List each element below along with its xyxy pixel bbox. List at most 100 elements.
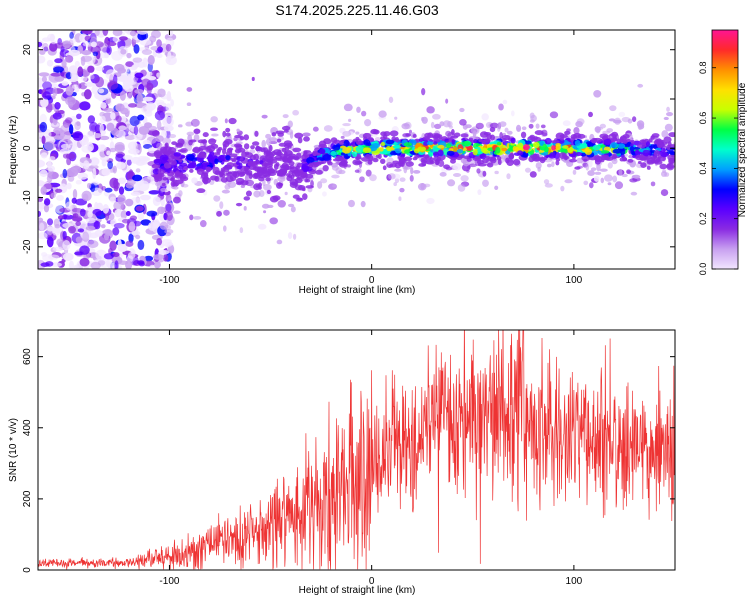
snr-y-axis: 0 200 400 600 (22, 348, 675, 573)
heatmap-cell (312, 126, 319, 132)
heatmap-cell (564, 130, 571, 135)
heatmap-cell (54, 102, 61, 110)
heatmap-cell (601, 156, 608, 161)
heatmap-cell (575, 120, 583, 128)
heatmap-cell (52, 87, 58, 97)
heatmap-cell (156, 237, 163, 246)
heatmap-cell (70, 68, 77, 80)
heatmap-cell (126, 52, 132, 59)
heatmap-cell (75, 179, 82, 185)
heatmap-cell (263, 210, 267, 214)
heatmap-cell (301, 163, 307, 170)
snr-x-axis: -100 0 100 (159, 330, 583, 587)
heatmap-cell (118, 125, 127, 131)
heatmap-cell (81, 49, 92, 56)
heatmap-cell (451, 139, 456, 145)
heatmap-cell (573, 126, 580, 135)
heatmap-cell (666, 163, 674, 169)
heatmap-cell (77, 172, 88, 180)
heatmap-cell (243, 196, 251, 201)
heatmap-cell (217, 154, 225, 162)
heatmap-cell (167, 244, 175, 254)
heatmap-cell (292, 233, 297, 240)
heatmap-cell (173, 210, 181, 215)
heatmap-cell (535, 123, 540, 129)
heatmap-cell (214, 158, 219, 165)
heatmap-cell (460, 175, 469, 182)
heatmap-cell (254, 130, 259, 137)
heatmap-cell (117, 177, 127, 184)
heatmap-cell (83, 266, 90, 269)
heatmap-cell (361, 156, 370, 162)
heatmap-cell (335, 167, 343, 175)
heatmap-cell (222, 143, 227, 151)
heatmap-cell (653, 156, 661, 164)
heatmap-cell (132, 57, 143, 63)
heatmap-cell (612, 175, 618, 183)
heatmap-cell (261, 203, 270, 209)
heatmap-cell (105, 98, 111, 105)
heatmap-cell (289, 181, 298, 188)
heatmap-cell (80, 56, 86, 66)
heatmap-cell (490, 156, 497, 164)
heatmap-cell (305, 185, 314, 189)
heatmap-cell (555, 157, 561, 162)
heatmap-cell (109, 147, 117, 153)
heatmap-cell (96, 202, 104, 211)
heatmap-cell (450, 129, 455, 136)
heatmap-cell (664, 123, 673, 132)
heatmap-cell (517, 142, 524, 149)
heatmap-cell (159, 154, 169, 162)
heatmap-cell (414, 155, 420, 159)
heatmap-cell (175, 170, 181, 178)
colorbar-tick-label: 0.4 (698, 162, 708, 175)
heatmap-cell (230, 157, 237, 161)
heatmap-cell (559, 134, 568, 139)
heatmap-cell (477, 189, 482, 196)
heatmap-cell (76, 121, 81, 127)
heatmap-cell (505, 157, 510, 164)
heatmap-cell (269, 217, 278, 225)
heatmap-cell (119, 36, 128, 41)
heatmap-cell (135, 168, 141, 173)
heatmap-cell (86, 182, 92, 189)
heatmap-cell (637, 122, 643, 131)
heatmap-cell (167, 197, 172, 202)
heatmap-cell (387, 173, 396, 180)
heatmap-cell (54, 75, 65, 82)
heatmap-cell (489, 122, 499, 129)
heatmap-cell (668, 144, 675, 148)
heatmap-cell (77, 66, 84, 77)
heatmap-cell (540, 124, 546, 129)
heatmap-cell (250, 145, 255, 150)
heatmap-cell (620, 148, 626, 156)
heatmap-cell (472, 148, 478, 156)
heatmap-cell (138, 125, 150, 135)
heatmap-cell (391, 136, 397, 142)
heatmap-cell (294, 132, 304, 139)
heatmap-cell (283, 151, 288, 158)
heatmap-cell (265, 157, 269, 162)
heatmap-cell (645, 141, 650, 147)
heatmap-cell (555, 160, 560, 166)
heatmap-cell (125, 61, 134, 67)
heatmap-cell (225, 127, 231, 133)
heatmap-cell (259, 160, 264, 165)
colorbar: 0.0 0.2 0.4 0.6 0.8 Normalized spectral ampl… (698, 29, 748, 275)
heatmap-cell (181, 183, 189, 188)
heatmap-cell (65, 55, 74, 63)
heatmap-cell (175, 142, 183, 147)
heatmap-cell (642, 149, 651, 157)
heatmap-cell (507, 130, 513, 135)
heatmap-cell (417, 182, 427, 191)
heatmap-cell (124, 198, 134, 207)
heatmap-cell (40, 152, 48, 159)
heatmap-cell (226, 162, 235, 168)
heatmap-cell (360, 200, 366, 208)
heatmap-cell (243, 206, 247, 211)
heatmap-cell (46, 59, 54, 67)
heatmap-cell (515, 124, 522, 132)
heatmap-cell (405, 161, 414, 167)
heatmap-cell (117, 243, 128, 253)
heatmap-cell (574, 166, 581, 170)
